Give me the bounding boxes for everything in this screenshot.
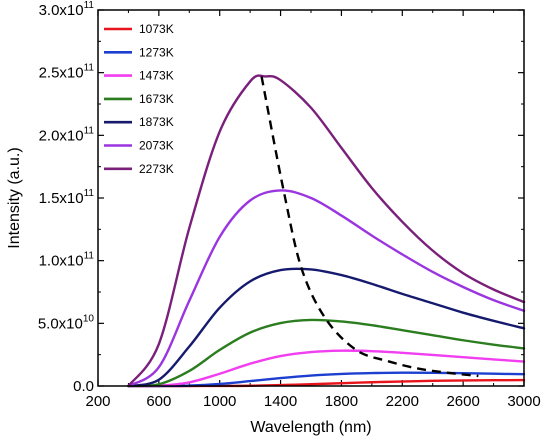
series-line-1673K <box>127 318 526 388</box>
x-tick-label: 2600 <box>446 393 479 410</box>
legend-label-1073K: 1073K <box>139 22 174 36</box>
x-tick-label: 200 <box>85 393 110 410</box>
y-tick-label: 2.5x1011 <box>39 63 95 82</box>
x-tick-label: 3000 <box>507 393 540 410</box>
y-tick-label: 3.0x1011 <box>39 0 95 19</box>
legend-label-1273K: 1273K <box>139 45 174 59</box>
x-tick-label: 1400 <box>264 393 297 410</box>
x-tick-label: 1000 <box>203 393 236 410</box>
y-axis-label: Intensity (a.u.) <box>6 147 23 248</box>
peak-trend-line <box>260 76 479 378</box>
legend-label-1673K: 1673K <box>139 92 174 106</box>
legend-label-1473K: 1473K <box>139 69 174 83</box>
y-tick-label: 0.0 <box>73 378 94 395</box>
series-line-1473K <box>127 349 526 388</box>
series-line-1873K <box>127 267 526 388</box>
y-tick-label: 5.0x1010 <box>38 313 95 332</box>
x-tick-label: 1800 <box>325 393 358 410</box>
x-axis-label: Wavelength (nm) <box>250 419 371 436</box>
legend-label-2073K: 2073K <box>139 139 174 153</box>
legend: 1073K 1273K 1473K 1673K 1873K 2073K 2273K <box>104 22 174 176</box>
peak-trend-dashed-line <box>260 76 479 378</box>
y-tick-label: 2.0x1011 <box>39 125 95 144</box>
plot-frame <box>97 9 525 387</box>
legend-label-1873K: 1873K <box>139 115 174 129</box>
y-tick-label: 1.0x1011 <box>39 251 95 270</box>
tick-labels: 200 600 1000 1400 1800 2200 2600 3000 0.0 5.0x101… <box>38 0 541 410</box>
series-line-2073K <box>127 189 526 388</box>
series-line-2273K <box>127 74 526 388</box>
y-tick-label: 1.5x1011 <box>39 188 95 207</box>
x-tick-label: 600 <box>146 393 171 410</box>
x-tick-label: 2200 <box>386 393 419 410</box>
legend-label-2273K: 2273K <box>139 162 174 176</box>
series-curves <box>127 74 526 388</box>
